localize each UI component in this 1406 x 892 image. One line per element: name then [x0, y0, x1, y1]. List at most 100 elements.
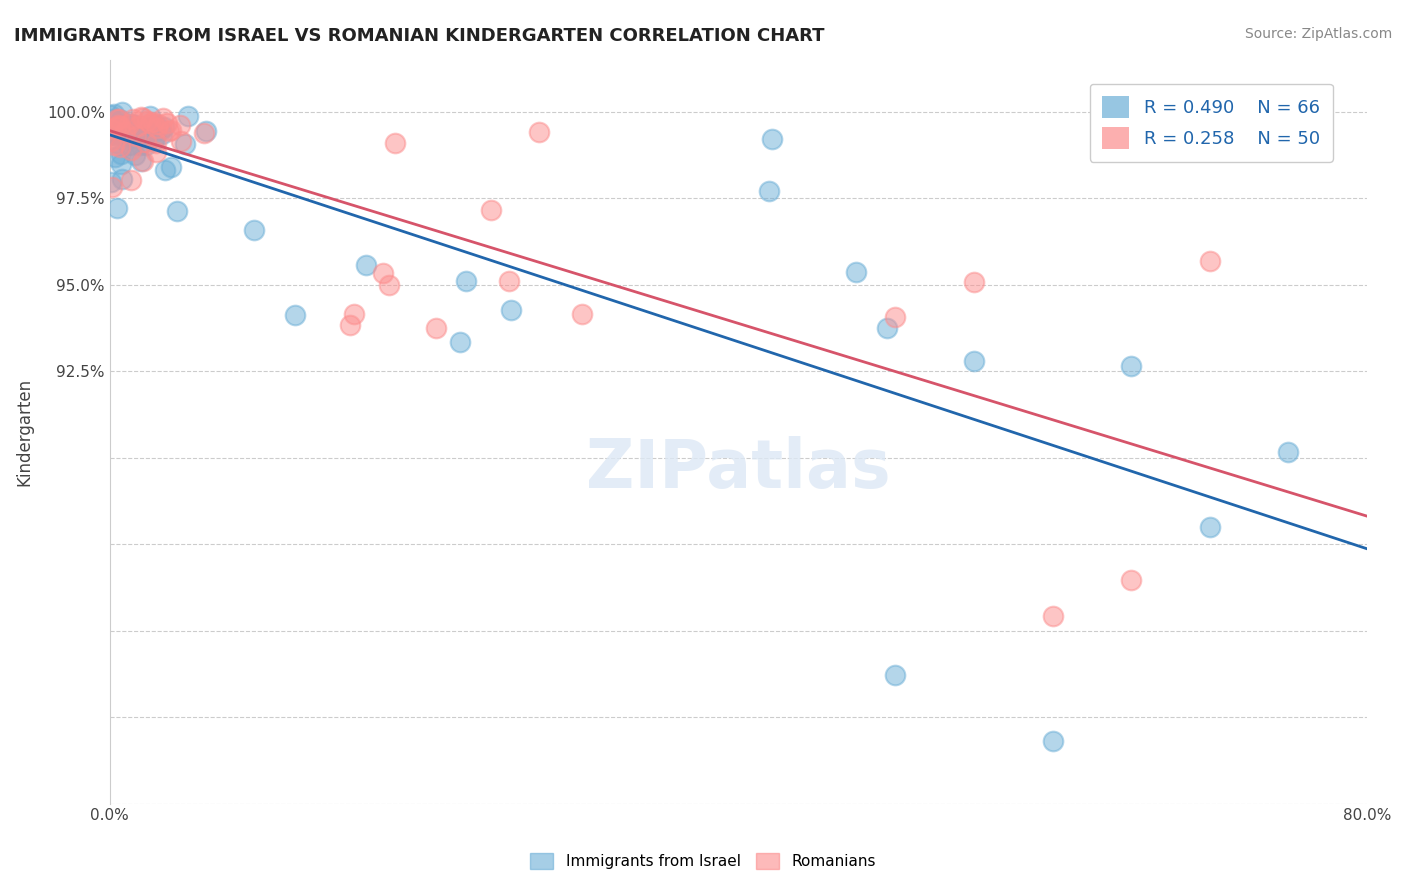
- Point: [499, 303, 522, 318]
- Point: [100, 121, 122, 136]
- Point: [101, 180, 124, 194]
- Point: [120, 172, 142, 186]
- Point: [143, 128, 166, 143]
- Point: [142, 134, 165, 148]
- Point: [108, 119, 131, 133]
- Point: [107, 118, 129, 132]
- Point: [243, 222, 266, 236]
- Point: [153, 162, 176, 177]
- Point: [177, 109, 200, 123]
- Point: [160, 123, 183, 137]
- Point: [138, 116, 160, 130]
- Point: [170, 134, 193, 148]
- Point: [124, 128, 146, 143]
- Point: [132, 112, 155, 126]
- Y-axis label: Kindergarten: Kindergarten: [15, 377, 32, 485]
- Point: [571, 307, 593, 321]
- Point: [134, 130, 156, 145]
- Point: [845, 265, 868, 279]
- Point: [884, 668, 907, 682]
- Point: [105, 136, 128, 151]
- Point: [107, 127, 129, 141]
- Point: [139, 109, 162, 123]
- Point: [105, 201, 128, 215]
- Point: [117, 128, 139, 143]
- Point: [373, 266, 395, 280]
- Point: [128, 120, 150, 134]
- Point: [761, 132, 783, 146]
- Point: [101, 128, 124, 142]
- Point: [152, 120, 174, 134]
- Point: [114, 119, 136, 133]
- Point: [121, 112, 143, 127]
- Point: [339, 318, 361, 333]
- Point: [150, 127, 173, 141]
- Point: [103, 107, 125, 121]
- Point: [145, 121, 167, 136]
- Point: [1119, 573, 1142, 587]
- Point: [103, 137, 125, 152]
- Point: [131, 120, 153, 135]
- Point: [193, 126, 215, 140]
- Point: [112, 127, 135, 141]
- Point: [120, 143, 142, 157]
- Point: [110, 157, 132, 171]
- Point: [195, 124, 218, 138]
- Point: [104, 120, 127, 134]
- Point: [101, 112, 124, 127]
- Point: [1277, 444, 1299, 458]
- Legend: R = 0.490    N = 66, R = 0.258    N = 50: R = 0.490 N = 66, R = 0.258 N = 50: [1090, 84, 1333, 161]
- Point: [100, 108, 122, 122]
- Point: [122, 128, 145, 143]
- Point: [169, 119, 191, 133]
- Point: [104, 128, 127, 142]
- Point: [135, 113, 157, 128]
- Point: [127, 119, 149, 133]
- Point: [758, 184, 780, 198]
- Point: [121, 130, 143, 145]
- Point: [156, 116, 179, 130]
- Point: [129, 110, 152, 124]
- Point: [884, 310, 907, 324]
- Point: [384, 136, 406, 150]
- Point: [111, 105, 134, 120]
- Point: [100, 134, 122, 148]
- Point: [1198, 253, 1220, 268]
- Point: [114, 125, 136, 139]
- Point: [343, 307, 366, 321]
- Point: [132, 120, 155, 134]
- Point: [527, 125, 550, 139]
- Point: [284, 308, 307, 322]
- Point: [142, 114, 165, 128]
- Legend: Immigrants from Israel, Romanians: Immigrants from Israel, Romanians: [524, 847, 882, 875]
- Point: [354, 258, 377, 272]
- Point: [121, 117, 143, 131]
- Point: [377, 277, 399, 292]
- Point: [124, 148, 146, 162]
- Point: [1042, 733, 1064, 747]
- Point: [425, 320, 447, 334]
- Point: [166, 204, 188, 219]
- Point: [134, 136, 156, 150]
- Point: [145, 145, 167, 160]
- Point: [1198, 520, 1220, 534]
- Point: [110, 112, 132, 127]
- Point: [104, 150, 127, 164]
- Point: [145, 119, 167, 133]
- Point: [160, 160, 183, 174]
- Point: [150, 122, 173, 136]
- Point: [1119, 359, 1142, 373]
- Point: [145, 136, 167, 151]
- Point: [100, 175, 122, 189]
- Point: [132, 153, 155, 168]
- Point: [118, 117, 141, 131]
- Point: [963, 275, 986, 289]
- Point: [108, 112, 131, 127]
- Point: [479, 203, 502, 218]
- Point: [498, 274, 520, 288]
- Point: [120, 137, 142, 152]
- Point: [117, 138, 139, 153]
- Point: [963, 354, 986, 368]
- Text: IMMIGRANTS FROM ISRAEL VS ROMANIAN KINDERGARTEN CORRELATION CHART: IMMIGRANTS FROM ISRAEL VS ROMANIAN KINDE…: [14, 27, 824, 45]
- Point: [108, 140, 131, 154]
